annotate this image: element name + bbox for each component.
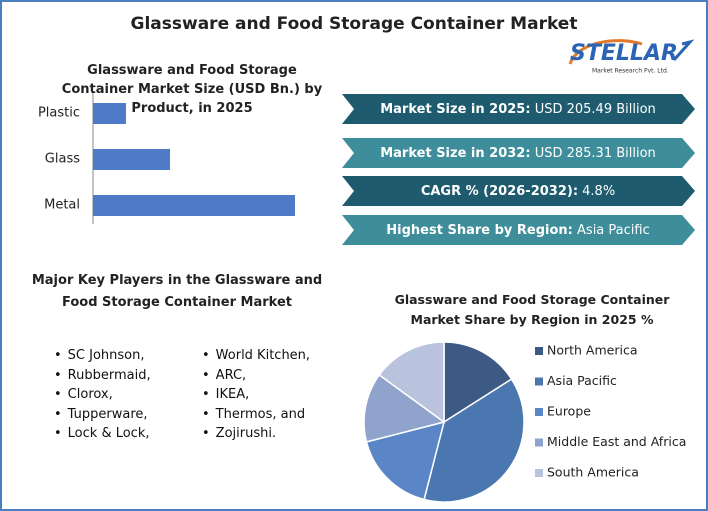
highlight-text: Market Size in 2025: USD 205.49 Billion	[380, 102, 656, 117]
highlight-text: CAGR % (2026-2032): 4.8%	[421, 184, 615, 199]
legend-swatch	[535, 377, 543, 386]
pie-slice	[365, 420, 446, 501]
page-title: Glassware and Food Storage Container Mar…	[131, 14, 578, 34]
pie-slice	[378, 341, 445, 424]
highlight-ribbon	[342, 176, 695, 206]
highlight-value: Asia Pacific	[577, 223, 650, 238]
bar	[93, 149, 171, 170]
logo-swoosh	[568, 39, 643, 65]
highlight-value: USD 285.31 Billion	[535, 146, 656, 161]
logo-name: STELLAR	[570, 41, 678, 66]
legend-swatch	[535, 408, 543, 416]
legend-label: Europe	[547, 404, 591, 419]
pie-slice	[423, 378, 525, 503]
key-players-title: Major Key Players in the Glassware and F…	[31, 273, 323, 310]
highlight-value: 4.8%	[582, 184, 615, 199]
key-player: World Kitchen,	[202, 348, 310, 363]
key-player: SC Johnson,	[54, 348, 145, 363]
legend-swatch	[535, 469, 543, 477]
key-player: Rubbermaid,	[54, 368, 151, 383]
bar	[93, 103, 126, 124]
key-player: Thermos, and	[202, 407, 305, 422]
highlight-text: Market Size in 2032: USD 285.31 Billion	[380, 146, 656, 161]
highlight-label: Highest Share by Region:	[386, 223, 573, 238]
key-player: IKEA,	[202, 387, 250, 402]
key-player: Clorox,	[54, 387, 113, 402]
highlight-label: CAGR % (2026-2032):	[421, 184, 578, 199]
bar-label: Metal	[44, 198, 80, 213]
legend-label: South America	[547, 465, 639, 480]
highlight-label: Market Size in 2032:	[380, 146, 530, 161]
key-player: Zojirushi.	[202, 426, 276, 441]
key-player: Lock & Lock,	[54, 426, 150, 441]
highlight-ribbon	[342, 94, 695, 124]
legend-label: Middle East and Africa	[547, 434, 686, 449]
highlight-ribbon	[342, 138, 695, 168]
legend-label: North America	[547, 343, 638, 358]
logo-tagline: Market Research Pvt. Ltd.	[592, 68, 669, 75]
legend-swatch	[535, 438, 543, 447]
logo-arrow	[672, 39, 695, 61]
pie-slice	[363, 373, 446, 443]
highlight-ribbon	[342, 215, 695, 245]
bar	[93, 195, 295, 216]
highlight-label: Market Size in 2025:	[380, 102, 530, 117]
legend-swatch	[535, 347, 543, 355]
bar-chart-title: Glassware and Food Storage Container Mar…	[61, 63, 323, 116]
legend-label: Asia Pacific	[547, 373, 617, 388]
key-player: ARC,	[202, 368, 247, 383]
highlight-value: USD 205.49 Billion	[535, 102, 656, 117]
bar-label: Glass	[45, 152, 80, 167]
key-player: Tupperware,	[54, 407, 148, 422]
bar-label: Plastic	[38, 106, 80, 121]
pie-chart-title: Glassware and Food Storage Container Mar…	[394, 292, 670, 327]
pie-slice	[443, 341, 513, 424]
highlight-text: Highest Share by Region: Asia Pacific	[386, 223, 649, 238]
